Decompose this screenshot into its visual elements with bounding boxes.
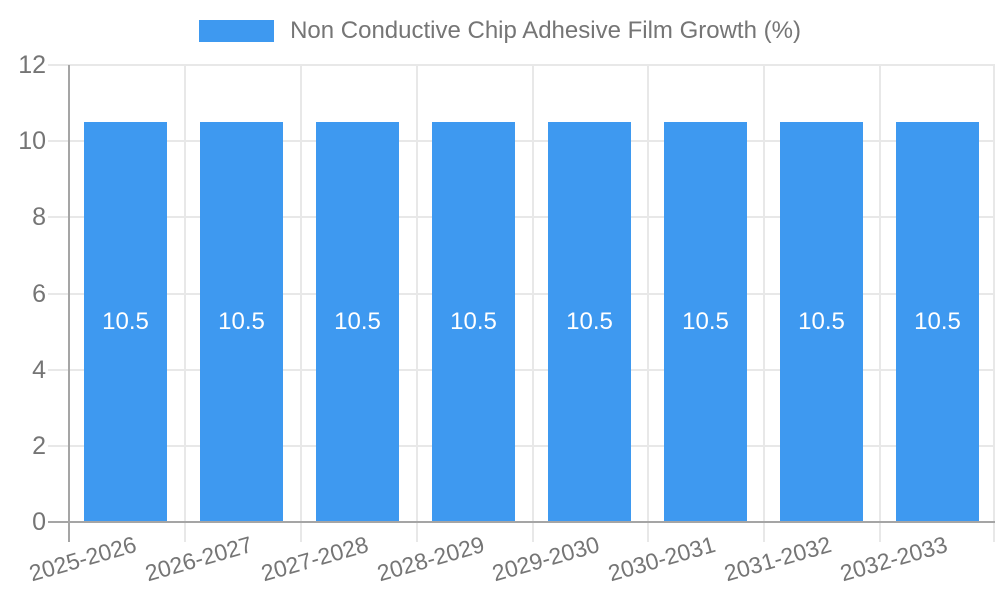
y-tick-mark [48, 368, 68, 371]
x-axis-tick-label: 2027-2028 [257, 531, 371, 587]
x-tick-mark [763, 522, 765, 542]
x-gridline [763, 65, 765, 522]
y-gridline [68, 64, 995, 66]
x-axis-tick-label: 2026-2027 [142, 531, 255, 587]
x-axis-tick-label: 2031-2032 [721, 531, 835, 587]
x-tick-mark [416, 522, 418, 542]
bar[interactable]: 10.5 [432, 122, 515, 522]
chart-legend[interactable]: Non Conductive Chip Adhesive Film Growth… [0, 16, 1000, 46]
x-gridline [184, 65, 186, 522]
bar-value-label: 10.5 [798, 308, 845, 335]
y-gridline [68, 444, 995, 447]
y-tick-mark [48, 292, 68, 295]
y-axis-line [68, 65, 70, 542]
y-tick-mark [48, 140, 68, 143]
y-axis-tick-label: 0 [32, 508, 46, 536]
y-axis-tick-label: 10 [18, 127, 46, 156]
x-gridline [300, 65, 302, 522]
y-tick-mark [48, 521, 68, 523]
y-gridline [68, 216, 995, 219]
bar[interactable]: 10.5 [896, 122, 979, 522]
x-axis-line [68, 521, 995, 523]
y-tick-mark [48, 216, 68, 219]
x-axis-tick-label: 2030-2031 [605, 531, 719, 587]
bar-value-label: 10.5 [914, 308, 961, 335]
x-tick-mark [993, 522, 995, 542]
x-axis-tick-label: 2028-2029 [373, 531, 487, 587]
y-gridline [68, 292, 995, 295]
y-gridline [68, 140, 995, 143]
bar-value-label: 10.5 [682, 308, 729, 335]
x-axis-tick-label: 2025-2026 [26, 531, 140, 587]
bar[interactable]: 10.5 [316, 122, 399, 522]
x-gridline [879, 65, 881, 522]
bar-value-label: 10.5 [566, 308, 613, 335]
y-axis-tick-label: 4 [32, 355, 46, 384]
x-axis-tick-label: 2029-2030 [489, 531, 603, 587]
x-tick-mark [184, 522, 186, 542]
bar-value-label: 10.5 [218, 308, 265, 335]
plot-area: 10.5 10.5 10.5 10.5 10.5 10.5 10.5 10.5 [68, 64, 995, 523]
y-gridline [68, 368, 995, 371]
y-axis-tick-label: 6 [32, 279, 46, 308]
x-tick-mark [300, 522, 302, 542]
x-tick-mark [532, 522, 534, 542]
legend-swatch [199, 20, 275, 42]
y-axis-tick-label: 8 [32, 203, 46, 232]
x-axis-tick-label: 2032-2033 [837, 531, 951, 587]
legend-label: Non Conductive Chip Adhesive Film Growth… [290, 17, 801, 44]
bar-value-label: 10.5 [102, 308, 149, 335]
x-tick-mark [879, 522, 881, 542]
x-tick-mark [647, 522, 649, 542]
y-axis-tick-label: 2 [32, 431, 46, 460]
x-gridline [993, 65, 995, 522]
x-gridline [416, 65, 418, 522]
y-tick-mark [48, 444, 68, 447]
bar-value-label: 10.5 [334, 308, 381, 335]
bar[interactable]: 10.5 [200, 122, 283, 522]
x-gridline [532, 65, 534, 522]
bar[interactable]: 10.5 [84, 122, 167, 522]
y-axis-tick-label: 12 [18, 51, 46, 79]
bar[interactable]: 10.5 [780, 122, 863, 522]
y-tick-mark [48, 64, 68, 66]
bar-value-label: 10.5 [450, 308, 497, 335]
x-gridline [647, 65, 649, 522]
bar[interactable]: 10.5 [548, 122, 631, 522]
bar[interactable]: 10.5 [664, 122, 747, 522]
